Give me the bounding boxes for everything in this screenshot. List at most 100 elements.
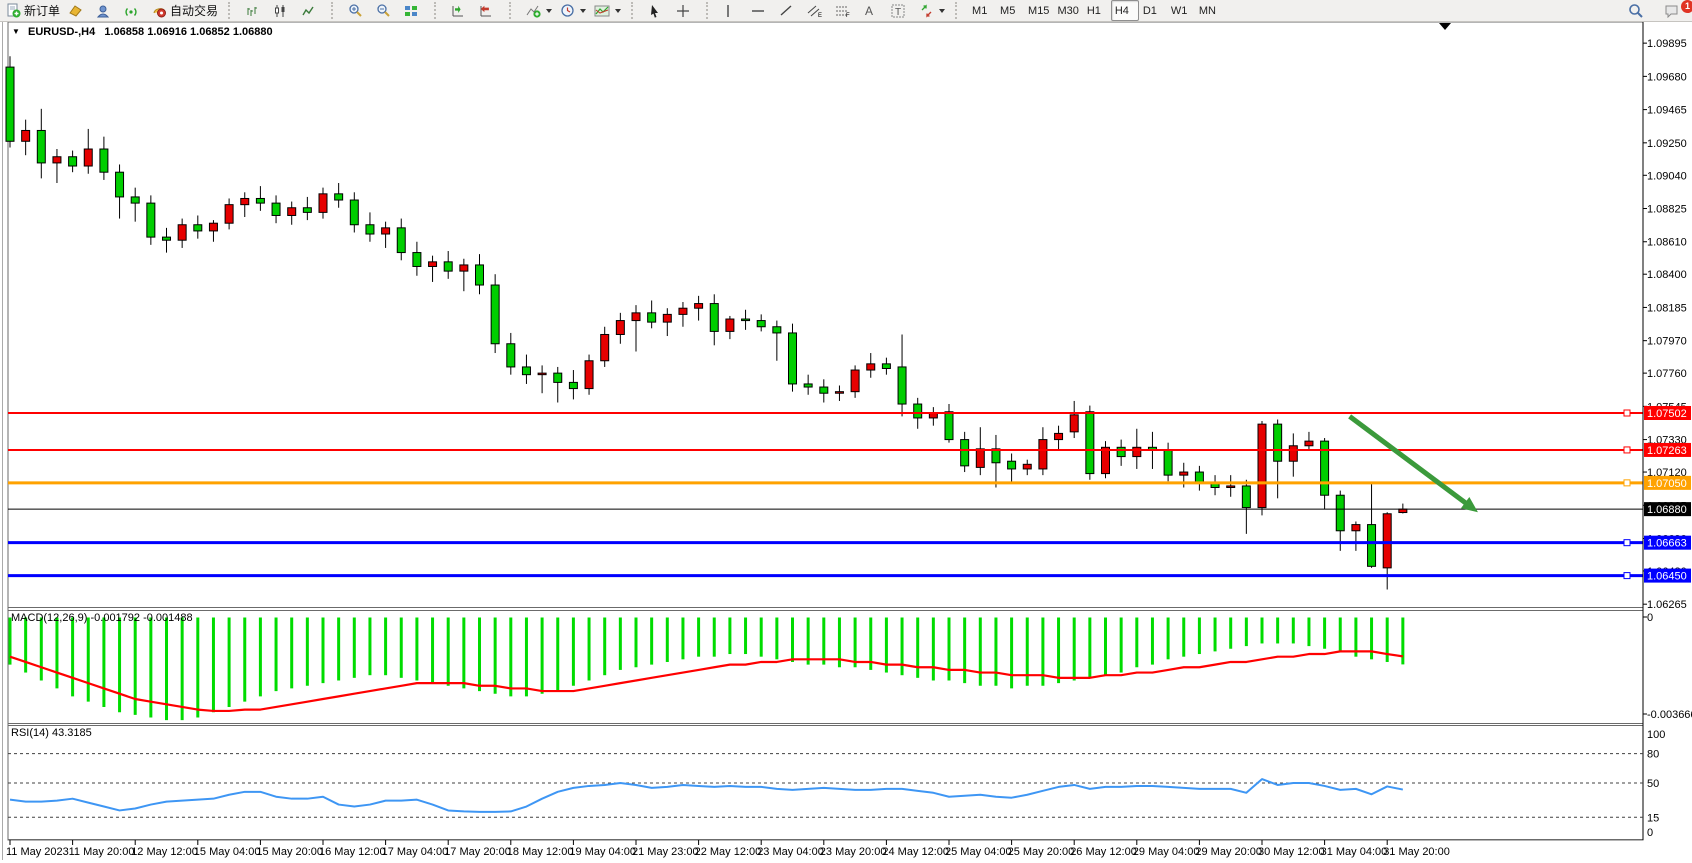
candle-down <box>741 318 751 322</box>
candle-up <box>287 207 297 216</box>
signal-icon <box>125 7 137 16</box>
timeframe-m1-button[interactable]: M1 <box>968 0 996 21</box>
vertical-line-tool-button[interactable] <box>719 0 747 21</box>
candle-down <box>772 326 782 334</box>
chart-shift-icon <box>480 5 492 16</box>
candle-up <box>866 363 876 371</box>
chart-shift-button[interactable] <box>475 0 503 21</box>
arrow-shaft[interactable] <box>1348 414 1470 508</box>
search-button[interactable] <box>1624 0 1652 21</box>
arrows-tool-button[interactable] <box>915 0 949 21</box>
cursor-tool-button[interactable] <box>644 0 672 21</box>
signals-button[interactable] <box>120 0 148 21</box>
price-tick-label: 1.08185 <box>1647 302 1687 314</box>
horizontal-lines[interactable] <box>8 409 1643 580</box>
text-tool-button[interactable]: A <box>859 0 887 21</box>
bar-chart-icon <box>247 6 258 16</box>
timeframe-mn-button[interactable]: MN <box>1195 0 1223 21</box>
candle-down <box>553 372 563 383</box>
line-handle[interactable] <box>1623 572 1631 580</box>
timeframe-m5-button[interactable]: M5 <box>996 0 1024 21</box>
periods-button[interactable] <box>556 0 590 21</box>
time-axis-label: 31 May 20:00 <box>1383 846 1450 858</box>
toolbar-separator <box>509 2 517 19</box>
time-axis-label: 22 May 12:00 <box>695 846 762 858</box>
autotrade-button[interactable]: 自动交易 <box>148 0 222 21</box>
chat-bubble-icon <box>1665 5 1678 18</box>
candle-up <box>1304 440 1314 447</box>
zoom-out-button[interactable] <box>372 0 400 21</box>
candle-up <box>1382 513 1392 569</box>
fibonacci-tool-button[interactable]: F <box>831 0 859 21</box>
candle-up <box>428 261 438 267</box>
timeframe-h4-button[interactable]: H4 <box>1110 0 1139 21</box>
line-chart-icon <box>302 6 314 15</box>
svg-text:T: T <box>895 7 901 18</box>
profiles-button[interactable] <box>92 0 120 21</box>
trend-arrow-annotation[interactable] <box>1348 414 1478 513</box>
line-handle[interactable] <box>1623 479 1631 487</box>
candle-up <box>1288 445 1298 462</box>
time-axis-label: 17 May 20:00 <box>444 846 511 858</box>
price-line-badge-label: 1.06450 <box>1647 571 1687 583</box>
toolbar-separator <box>331 2 339 19</box>
arrow-head[interactable] <box>1460 497 1478 513</box>
time-axis-label: 11 May 2023 <box>6 846 69 858</box>
line-handle[interactable] <box>1623 539 1631 547</box>
autotrade-label: 自动交易 <box>170 4 219 18</box>
new-order-button[interactable]: 新订单 <box>2 0 64 21</box>
price-tick-label: 1.07760 <box>1647 368 1687 380</box>
timeframe-m15-button[interactable]: M15 <box>1024 0 1053 21</box>
timeframe-group: M1 M5 M15 M30 H1 H4 D1 W1 MN <box>966 0 1225 21</box>
candle-up <box>584 360 594 390</box>
indicators-button[interactable] <box>522 0 556 21</box>
line-handle[interactable] <box>1623 446 1631 454</box>
auto-scroll-button[interactable] <box>447 0 475 21</box>
bar-chart-mode-button[interactable] <box>241 0 269 21</box>
timeframe-h4-label: H4 <box>1114 4 1129 17</box>
line-chart-mode-button[interactable] <box>297 0 325 21</box>
equidistant-channel-tool-button[interactable]: E <box>803 0 831 21</box>
candle-down <box>521 366 531 376</box>
candle-down <box>1367 524 1377 567</box>
candle-up <box>459 264 469 272</box>
candle-chart-mode-button[interactable] <box>269 0 297 21</box>
candle-up <box>725 318 735 332</box>
zoom-in-button[interactable] <box>344 0 372 21</box>
price-axis[interactable]: 1.09895 1.09680 1.09465 1.09250 1.09040 1.088… <box>1642 22 1692 840</box>
timeframe-m30-button[interactable]: M30 <box>1053 0 1082 21</box>
tile-windows-icon <box>405 5 418 16</box>
time-axis-label: 23 May 20:00 <box>820 846 887 858</box>
timeframe-w1-label: W1 <box>1170 4 1188 17</box>
price-tick-label: 1.09680 <box>1647 71 1687 83</box>
candle-down <box>99 148 109 173</box>
symbol-collapse-icon[interactable]: ▼ <box>12 27 20 36</box>
time-axis-label: 19 May 04:00 <box>569 846 636 858</box>
styler-button[interactable] <box>64 0 92 21</box>
timeframe-d1-button[interactable]: D1 <box>1139 0 1167 21</box>
line-handle[interactable] <box>1623 409 1631 417</box>
notifications-button[interactable]: 1 <box>1660 0 1692 21</box>
tile-windows-button[interactable] <box>400 0 428 21</box>
price-tick-label: 1.09040 <box>1647 170 1687 182</box>
profile-icon <box>96 5 110 17</box>
horizontal-line-tool-button[interactable] <box>747 0 775 21</box>
timeframe-h1-button[interactable]: H1 <box>1083 0 1111 21</box>
templates-dropdown-caret <box>615 8 622 13</box>
price-tick-label: 1.09895 <box>1647 38 1687 50</box>
templates-button[interactable] <box>590 0 625 21</box>
candle-down <box>490 284 500 345</box>
trendline-tool-button[interactable] <box>775 0 803 21</box>
timeframe-w1-button[interactable]: W1 <box>1167 0 1195 21</box>
chart-ohlc-title: ▼ EURUSD-,H4 1.06858 1.06916 1.06852 1.0… <box>12 26 273 38</box>
crosshair-tool-button[interactable] <box>672 0 700 21</box>
candle-up <box>1179 471 1189 476</box>
candle-down <box>756 320 766 328</box>
ohlc-values: 1.06858 1.06916 1.06852 1.06880 <box>104 26 273 38</box>
macd-indicator-label: MACD(12,26,9) -0.001792 -0.001488 <box>11 612 193 624</box>
price-line-badge <box>1644 535 1691 550</box>
text-label-tool-button[interactable]: T <box>887 0 915 21</box>
chart-shift-marker[interactable] <box>1439 23 1451 30</box>
